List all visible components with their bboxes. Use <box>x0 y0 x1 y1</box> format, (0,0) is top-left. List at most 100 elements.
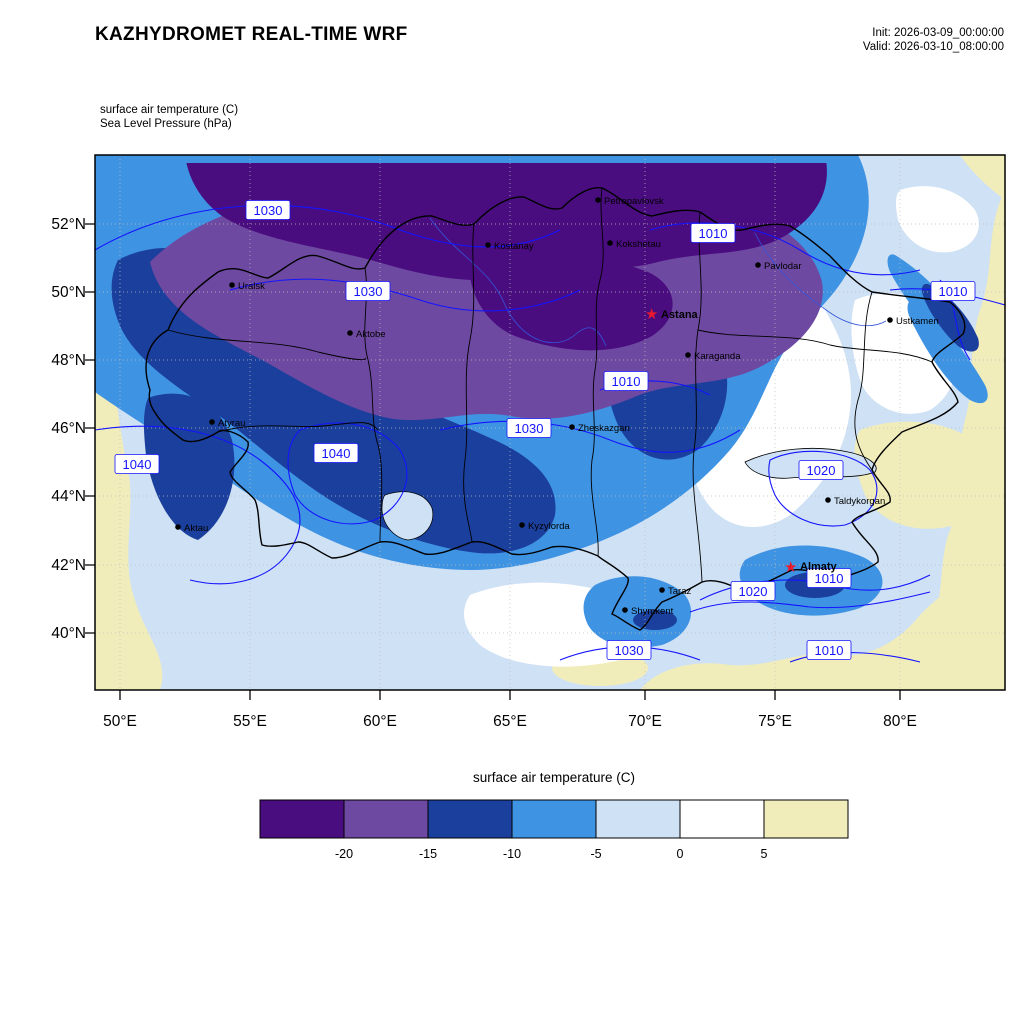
pressure-label: 1010 <box>690 223 736 243</box>
pressure-label-layer: 1030 1010 1030 1010 1010 1040 1040 1030 … <box>114 200 976 660</box>
lat-tick-label: 44°N <box>51 488 86 505</box>
pressure-label: 1030 <box>245 200 291 220</box>
lon-tick-label: 70°E <box>628 713 662 730</box>
pressure-label-text: 1010 <box>612 374 641 389</box>
init-time: Init: 2026-03-09_00:00:00 <box>872 27 1004 39</box>
isobar-line <box>287 422 408 525</box>
city-atyrau: Atyrau <box>209 418 245 429</box>
pressure-label: 1030 <box>506 418 552 438</box>
capital-star-icon: ★ <box>784 559 797 576</box>
temp-region-navy-caspian <box>143 393 235 540</box>
pressure-label-text: 1040 <box>123 457 152 472</box>
legend-colorbar: -20 -15 -10 -5 0 5 <box>259 799 849 861</box>
temp-region-yellow-east-patch <box>854 421 991 529</box>
pressure-label-text: 1010 <box>815 571 844 586</box>
legend-title: surface air temperature (C) <box>472 770 636 785</box>
legend-tick-label: -15 <box>419 847 437 861</box>
legend-cell <box>763 799 849 839</box>
temp-region-blue-topstrip <box>185 155 845 163</box>
city-label: Taldykorgan <box>834 496 885 507</box>
legend-cell <box>511 799 597 839</box>
city-label: Pavlodar <box>764 261 802 272</box>
city-astana: ★ Astana <box>645 306 699 323</box>
pressure-label: 1040 <box>114 454 160 474</box>
river-lines <box>429 217 887 347</box>
city-label: Aktobe <box>356 329 386 340</box>
pressure-label: 1030 <box>345 281 391 301</box>
pressure-label: 1010 <box>603 371 649 391</box>
legend-cell <box>259 799 345 839</box>
city-shymkent: Shymkent <box>622 606 674 617</box>
lon-tick-label: 75°E <box>758 713 792 730</box>
isobar-line <box>768 450 878 527</box>
legend-cell <box>343 799 429 839</box>
page-title: KAZHYDROMET REAL-TIME WRF <box>95 24 408 45</box>
city-aktau: Aktau <box>175 523 208 534</box>
lon-tick-label: 80°E <box>883 713 917 730</box>
city-label: Karaganda <box>694 351 741 362</box>
temp-region-darkpurple-center <box>469 249 673 351</box>
lon-tick-label: 55°E <box>233 713 267 730</box>
temp-region-yellow-west <box>95 360 163 690</box>
legend-tick-labels: -20 -15 -10 -5 0 5 <box>335 847 768 861</box>
city-label: Kostanay <box>494 241 534 252</box>
legend-cell <box>427 799 513 839</box>
country-border <box>145 187 966 631</box>
field-label-temperature: surface air temperature (C) <box>100 104 239 116</box>
lake-aral <box>381 491 434 541</box>
temp-region-blue-altai-streak2 <box>907 299 988 404</box>
city-label: Taraz <box>668 586 691 597</box>
city-petropavlovsk: Petropavlovsk <box>595 196 664 207</box>
isobar-line <box>95 204 561 251</box>
pressure-label: 1010 <box>806 568 852 588</box>
region-borders <box>167 187 933 583</box>
lat-axis-ticks <box>85 223 95 634</box>
legend-tick-label: -20 <box>335 847 353 861</box>
city-aktobe: Aktobe <box>347 329 386 340</box>
lon-tick-label: 60°E <box>363 713 397 730</box>
capital-star-icon: ★ <box>645 306 658 323</box>
city-label: Astana <box>661 309 699 321</box>
temp-region-yellow-topright <box>960 155 1005 200</box>
pressure-label: 1010 <box>930 281 976 301</box>
temp-region-white-topright <box>895 186 979 253</box>
pressure-label-text: 1020 <box>807 463 836 478</box>
temp-region-darkpurple-top <box>185 155 827 281</box>
field-label-pressure: Sea Level Pressure (hPa) <box>100 118 232 130</box>
temp-region-navy-taraz <box>633 610 677 630</box>
temp-region-yellow-southeast <box>640 560 1005 690</box>
run-times: Init: 2026-03-09_00:00:00 Valid: 2026-03… <box>863 26 1004 54</box>
city-label: Uralsk <box>238 281 265 292</box>
lat-tick-label: 40°N <box>51 625 86 642</box>
legend-cell <box>595 799 681 839</box>
lon-tick-label: 50°E <box>103 713 137 730</box>
pressure-label: 1020 <box>730 581 776 601</box>
lat-tick-label: 46°N <box>51 420 86 437</box>
lon-axis-labels: 50°E 55°E 60°E 65°E 70°E 75°E 80°E <box>103 713 917 730</box>
isobar-line <box>95 425 301 585</box>
city-label: Petropavlovsk <box>604 196 664 207</box>
city-layer: Petropavlovsk Kostanay Kokshetau Pavloda… <box>175 196 939 617</box>
city-label: Kyzylorda <box>528 521 570 532</box>
map-figure: 1030 1010 1030 1010 1010 1040 1040 1030 … <box>51 154 1006 730</box>
valid-time: Valid: 2026-03-10_08:00:00 <box>862 41 1004 53</box>
city-taraz: Taraz <box>659 586 691 597</box>
city-kyzylorda: Kyzylorda <box>519 521 570 532</box>
isobar-line <box>439 420 741 453</box>
city-ustkamen: Ustkamen <box>887 316 939 327</box>
city-kokshetau: Kokshetau <box>607 239 661 250</box>
city-kostanay: Kostanay <box>485 241 534 252</box>
pressure-label-text: 1030 <box>354 284 383 299</box>
city-label: Almaty <box>800 561 838 573</box>
city-label: Ustkamen <box>896 316 939 327</box>
lat-tick-label: 42°N <box>51 557 86 574</box>
pressure-label-text: 1010 <box>939 284 968 299</box>
city-label: Kokshetau <box>616 239 661 250</box>
city-taldykorgan: Taldykorgan <box>825 496 885 507</box>
city-uralsk: Uralsk <box>229 281 265 292</box>
pressure-label-text: 1020 <box>739 584 768 599</box>
isobar-line <box>229 278 581 312</box>
legend-tick-label: 0 <box>677 847 684 861</box>
city-almaty: ★ Almaty <box>784 559 838 576</box>
pressure-label-text: 1010 <box>815 643 844 658</box>
